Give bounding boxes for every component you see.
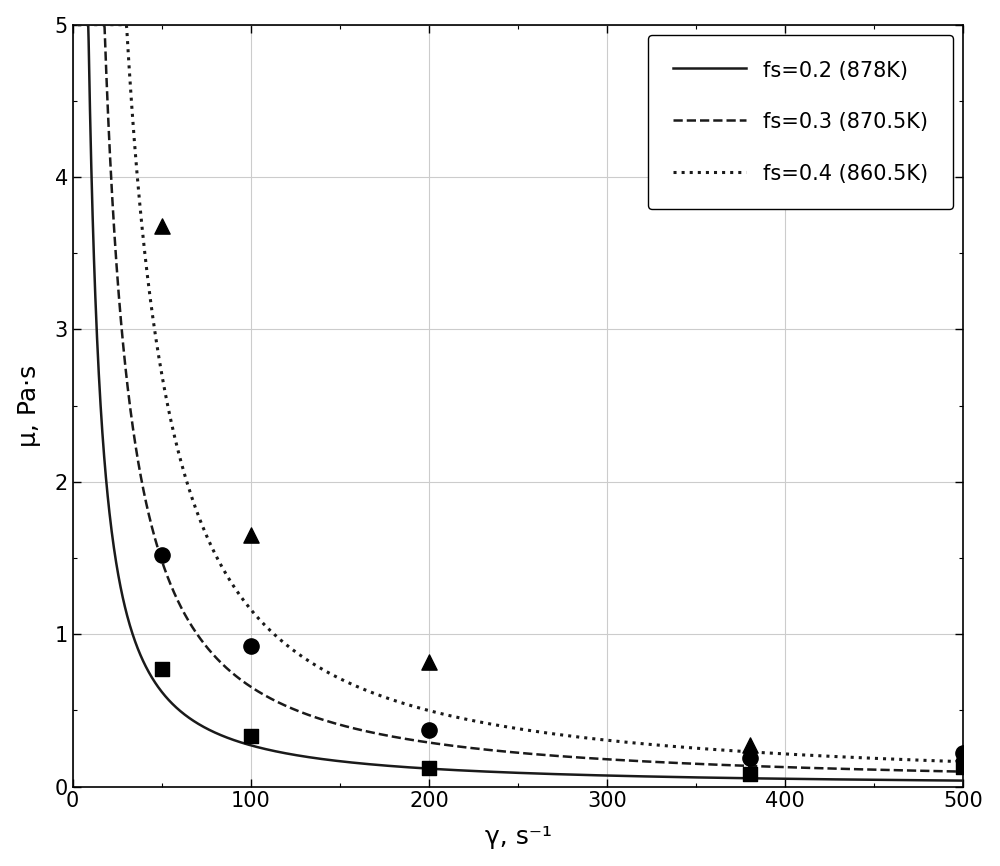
fs=0.4 (860.5K) [957, 757, 969, 767]
fs=0.2 (878K) [931, 775, 943, 785]
fs=0.2 (878K) [932, 775, 944, 785]
fs=0.2 (878K) [479, 766, 491, 777]
fs=0.3 (870.5K) [479, 745, 491, 755]
fs=0.3 (870.5K) [931, 766, 943, 776]
fs=0.3 (870.5K) [503, 746, 515, 757]
fs=0.4 (860.5K) [72, 19, 84, 29]
Point [742, 767, 758, 781]
X-axis label: γ, s⁻¹: γ, s⁻¹ [485, 825, 552, 850]
fs=0.3 (870.5K) [72, 19, 84, 29]
fs=0.3 (870.5K) [117, 340, 129, 351]
fs=0.4 (860.5K) [769, 748, 781, 759]
Point [154, 219, 170, 233]
Point [955, 746, 971, 760]
Point [421, 761, 437, 775]
fs=0.4 (860.5K) [479, 718, 491, 728]
fs=0.4 (860.5K) [931, 756, 943, 766]
fs=0.4 (860.5K) [117, 19, 129, 29]
Line: fs=0.2 (878K): fs=0.2 (878K) [78, 24, 963, 780]
fs=0.3 (870.5K) [932, 766, 944, 776]
Point [243, 639, 259, 653]
Point [742, 739, 758, 753]
Point [243, 729, 259, 743]
fs=0.2 (878K) [117, 594, 129, 604]
Point [742, 751, 758, 765]
Point [955, 746, 971, 760]
Point [243, 528, 259, 542]
Point [955, 759, 971, 773]
fs=0.2 (878K) [769, 773, 781, 784]
Line: fs=0.3 (870.5K): fs=0.3 (870.5K) [78, 24, 963, 772]
Legend: fs=0.2 (878K), fs=0.3 (870.5K), fs=0.4 (860.5K): fs=0.2 (878K), fs=0.3 (870.5K), fs=0.4 (… [648, 36, 953, 209]
fs=0.4 (860.5K) [932, 756, 944, 766]
fs=0.3 (870.5K) [957, 766, 969, 777]
fs=0.3 (870.5K) [769, 761, 781, 772]
Point [421, 723, 437, 737]
Point [421, 655, 437, 669]
fs=0.2 (878K) [957, 775, 969, 785]
fs=0.2 (878K) [72, 19, 84, 29]
fs=0.2 (878K) [503, 767, 515, 778]
Point [154, 662, 170, 676]
Y-axis label: μ, Pa·s: μ, Pa·s [17, 365, 41, 447]
Line: fs=0.4 (860.5K): fs=0.4 (860.5K) [78, 24, 963, 762]
Point [154, 548, 170, 562]
fs=0.4 (860.5K) [503, 722, 515, 733]
